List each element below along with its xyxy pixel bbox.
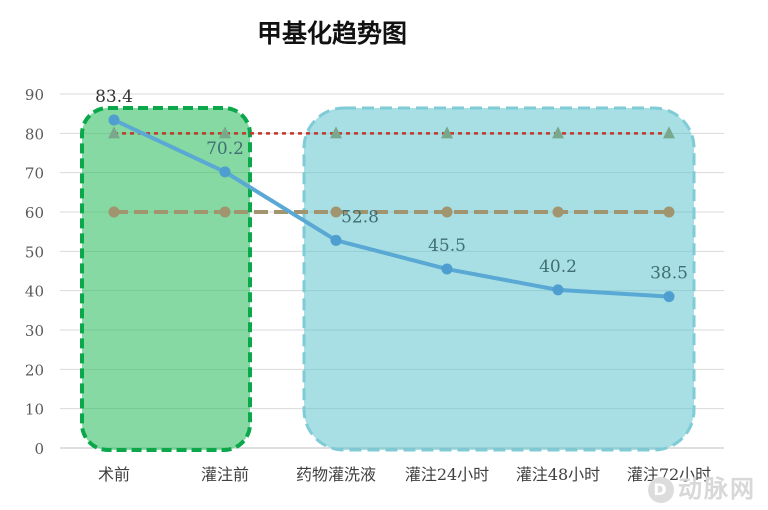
watermark-logo-icon: D (648, 477, 674, 503)
series-point (219, 126, 231, 139)
series-point (330, 206, 342, 218)
x-tick-label: 灌注24小时 (405, 465, 489, 484)
x-tick-label: 药物灌洗液 (296, 465, 376, 484)
watermark-text: 动脉网 (678, 475, 756, 503)
series-point (108, 126, 120, 139)
y-tick-label: 50 (25, 243, 44, 261)
data-label: 70.2 (206, 139, 244, 159)
data-label: 52.8 (341, 207, 379, 227)
y-tick-label: 60 (25, 204, 44, 222)
watermark: D 动脉网 (648, 469, 756, 504)
y-tick-label: 30 (25, 322, 44, 340)
x-tick-label: 术前 (98, 465, 130, 484)
data-label: 45.5 (428, 236, 466, 256)
series-point (219, 206, 231, 218)
series-point (108, 114, 120, 126)
series-point (663, 206, 675, 218)
series-point (552, 126, 564, 139)
highlight-region (80, 106, 252, 452)
y-tick-label: 80 (25, 125, 44, 143)
series-point (441, 126, 453, 139)
y-tick-label: 70 (25, 165, 44, 183)
data-label: 83.4 (95, 87, 133, 107)
y-tick-label: 90 (25, 86, 44, 104)
y-tick-label: 40 (25, 283, 44, 301)
data-label: 40.2 (539, 257, 577, 277)
series-point (663, 126, 675, 139)
data-label: 38.5 (650, 264, 688, 284)
series-line (113, 118, 670, 299)
series-point (441, 263, 453, 275)
x-tick-label: 灌注72小时 (627, 465, 711, 484)
series-point (330, 234, 342, 246)
series-point (552, 284, 564, 296)
series-point (441, 206, 453, 218)
chart-title: 甲基化趋势图 (256, 19, 407, 48)
x-tick-label: 灌注48小时 (516, 465, 600, 484)
series-point (552, 206, 564, 218)
y-tick-label: 10 (25, 401, 44, 419)
y-tick-label: 20 (25, 361, 44, 379)
series-point (108, 206, 120, 218)
y-tick-label: 0 (34, 440, 44, 458)
series-point (330, 126, 342, 139)
series-point (219, 166, 231, 178)
x-tick-label: 灌注前 (201, 465, 249, 484)
series-point (663, 291, 675, 303)
